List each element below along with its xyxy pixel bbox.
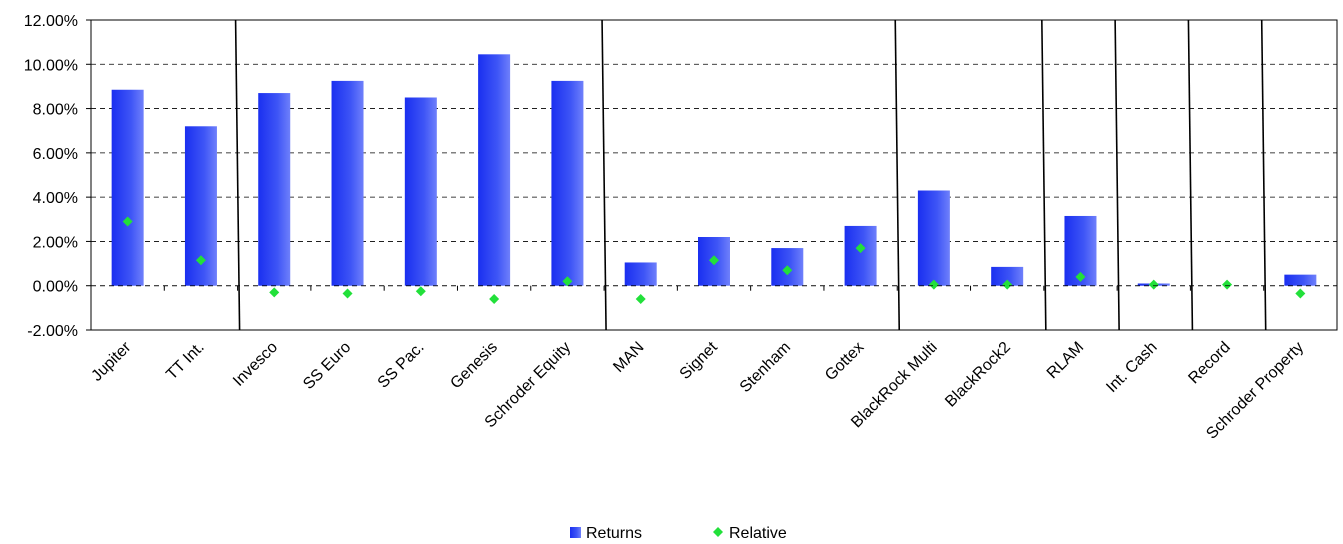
y-tick-label: 8.00% [33,102,78,119]
group-separator [601,19,607,331]
category-label: Record [1185,339,1233,387]
y-tick-label: 2.00% [33,234,78,251]
group-separator [1114,19,1120,331]
category-label: Stenham [737,339,794,396]
category-label: MAN [610,339,647,376]
relative-marker [269,287,280,298]
y-tick-label: 4.00% [33,190,78,207]
relative-marker [1295,288,1306,299]
returns-bar [624,262,657,286]
category-label: Invesco [230,339,281,390]
y-tick-label: -2.00% [27,323,78,340]
returns-bars [111,54,1317,286]
category-label: Signet [677,338,721,382]
returns-bar [1284,274,1317,286]
category-label: BlackRock2 [942,339,1014,411]
relative-marker [342,288,353,299]
legend-returns-swatch [570,527,581,538]
y-tick-label: 0.00% [33,279,78,296]
returns-bar [404,97,437,286]
relative-marker [1148,279,1159,290]
category-label: RLAM [1044,339,1087,382]
y-tick-labels: 12.00% 10.00% 8.00% 6.00% 4.00% 2.00% 0.00% -2.… [24,13,78,340]
group-separator [234,19,241,331]
x-category-labels: Jupiter TT Int. Invesco SS Euro SS Pac. Genes… [88,338,1307,442]
legend-returns-label: Returns [586,525,642,542]
relative-marker [855,243,866,254]
relative-marker [562,276,573,287]
category-label: TT Int. [163,339,208,384]
plot-area-border [90,19,1338,331]
y-tick-label: 6.00% [33,146,78,163]
category-label: Int. Cash [1103,339,1160,396]
category-label: Gottex [822,339,867,384]
category-label: Genesis [447,339,501,393]
returns-bar [111,89,144,286]
relative-marker [928,279,939,290]
group-separator [1041,19,1047,331]
legend: Returns Relative [570,525,787,542]
returns-bar [551,80,584,286]
returns-bar [331,80,364,286]
relative-marker [415,286,426,297]
returns-bar [991,266,1024,286]
legend-relative-label: Relative [729,525,787,542]
group-separator [1260,19,1267,331]
relative-marker [122,216,133,227]
group-separator [894,19,901,331]
category-label: SS Euro [300,339,354,393]
relative-marker [1075,271,1086,282]
axes [86,19,1338,331]
group-separator [1187,19,1194,331]
returns-bar [478,54,511,286]
category-label: Jupiter [88,338,134,384]
relative-marker [489,294,500,304]
relative-markers [122,216,1306,304]
y-tick-label: 10.00% [24,57,78,74]
relative-marker [635,294,646,304]
returns-bar [917,190,950,286]
relative-marker [782,265,793,276]
returns-bar [258,93,291,286]
relative-marker [709,255,719,266]
relative-marker [1002,279,1013,290]
relative-marker [195,255,206,266]
y-tick-label: 12.00% [24,13,78,30]
relative-marker [1222,279,1233,290]
group-separators [234,19,1267,331]
category-label: SS Pac. [375,339,428,392]
legend-relative-marker [713,527,723,537]
returns-bar [844,225,877,286]
